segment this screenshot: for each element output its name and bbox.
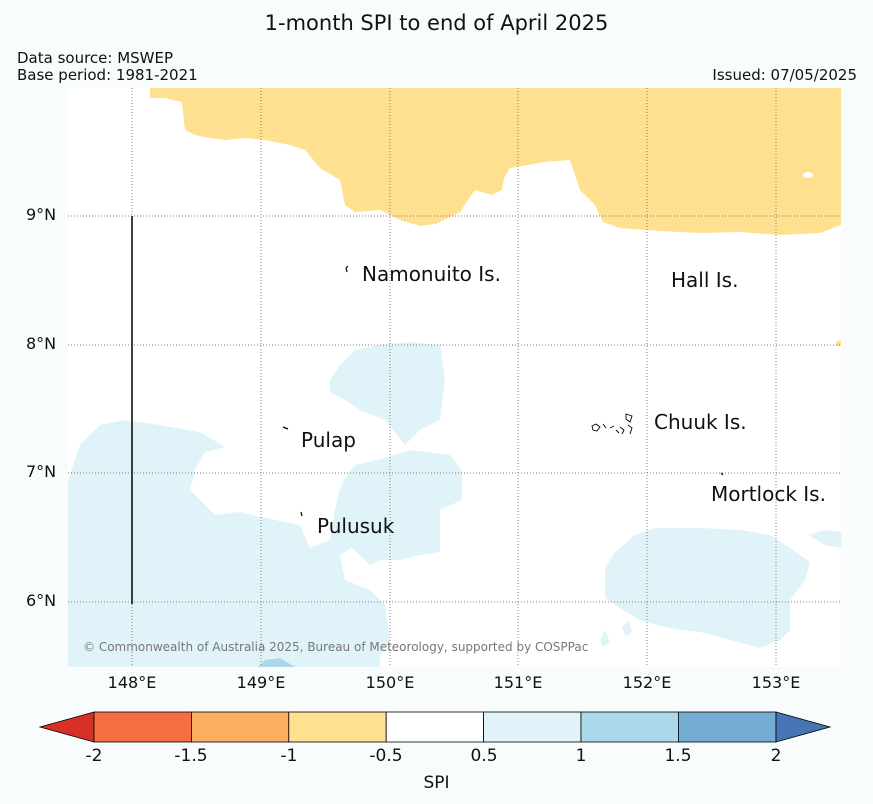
place-label-hall: Hall Is. [671,268,739,292]
wet-region-southeast [605,528,810,648]
colorbar-segment [678,711,777,743]
wet-region-central [330,342,445,445]
gridlines [68,88,841,667]
wet-patch-east-edge [808,530,841,548]
longitude-label: 151°E [493,673,543,692]
copyright-notice: © Commonwealth of Australia 2025, Bureau… [83,640,589,654]
longitude-label: 153°E [751,673,801,692]
data-source-label: Data source: MSWEP [17,49,174,67]
place-label-chuuk: Chuuk Is. [654,410,747,434]
latitude-label: 6°N [26,591,57,610]
colorbar-tick-label: -1 [280,746,298,766]
place-label-pulusuk: Pulusuk [317,514,395,538]
longitude-label: 150°E [365,673,415,692]
pulusuk-island-marker [300,511,303,517]
wet-patch-small [600,630,610,647]
colorbar-label: SPI [423,773,450,793]
colorbar-segment [288,711,387,743]
colorbar-segment [385,711,485,743]
longitude-label: 149°E [236,673,286,692]
wet-region-west [68,420,462,667]
latitude-label: 7°N [26,462,57,481]
colorbar-segment [190,711,290,743]
issued-date-label: Issued: 07/05/2025 [712,66,857,84]
colorbar-tick-label: 0.5 [470,746,498,766]
colorbar-tick-label: -1.5 [174,746,208,766]
colorbar-extend-low [38,711,95,743]
longitude-label: 148°E [107,673,157,692]
colorbar-segment [93,711,192,743]
latitude-label: 9°N [26,205,57,224]
colorbar-segment [580,711,679,743]
colorbar-tick-label: -2 [85,746,103,766]
chuuk-island-marker [591,413,633,435]
colorbar-extend-high [775,711,832,743]
base-period-label: Base period: 1981-2021 [17,66,198,84]
wet-patch-bottom [258,658,295,667]
place-label-mortlock: Mortlock Is. [711,482,826,506]
mortlock-island-marker [720,472,724,476]
longitude-label: 152°E [622,673,672,692]
colorbar-tick-label: -0.5 [369,746,403,766]
colorbar [38,711,832,743]
colorbar-tick-label: 1.5 [664,746,692,766]
pulap-island-marker [282,426,289,430]
place-label-namonuito: Namonuito Is. [362,262,501,286]
colorbar-tick-label: 1 [575,746,587,766]
latitude-label: 8°N [26,334,57,353]
white-patch [803,172,813,178]
dry-region-north [150,88,841,235]
map-title: 1-month SPI to end of April 2025 [264,11,609,35]
colorbar-segment [483,711,582,743]
dry-patch-east [836,340,841,346]
colorbar-tick-label: 2 [770,746,782,766]
wet-patch-small-2 [622,620,632,637]
namonuito-island-marker [345,265,349,273]
place-label-pulap: Pulap [301,428,356,452]
